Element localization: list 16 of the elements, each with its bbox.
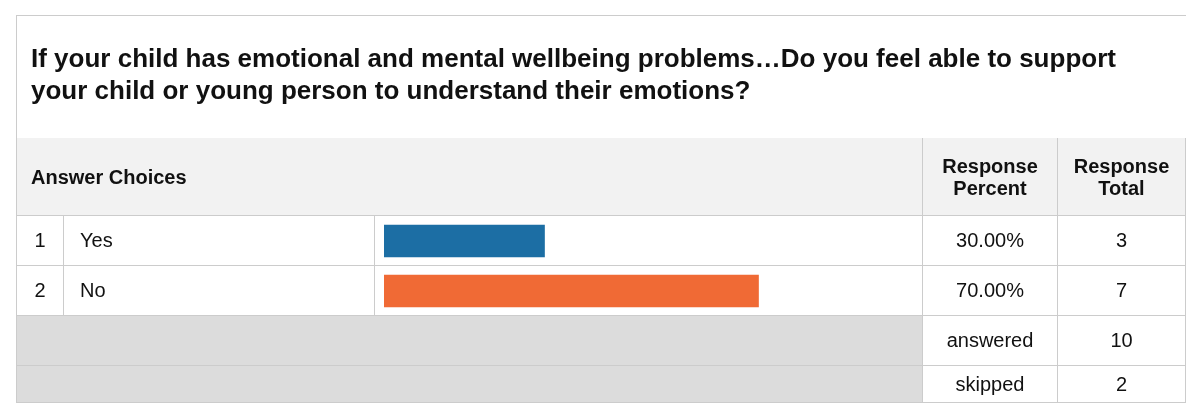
text: skipped xyxy=(923,366,1058,403)
text: 7 xyxy=(1058,266,1186,316)
text: Response Total xyxy=(1058,138,1186,216)
data-label: 30.00% xyxy=(923,216,1058,266)
y-tick-label: No xyxy=(64,266,375,316)
data-label: 70.00% xyxy=(923,266,1058,316)
text: 3 xyxy=(1058,216,1186,266)
y-tick-label: Yes xyxy=(64,216,375,266)
text: 2 xyxy=(17,266,64,316)
text: 2 xyxy=(1058,366,1186,403)
text: 10 xyxy=(1058,316,1186,366)
chart-title: If your child has emotional and mental wellbeing problems…Do you feel able to support your child or young person to understand their emotions? xyxy=(31,42,1117,106)
text: Response Percent xyxy=(923,138,1058,216)
text: 1 xyxy=(17,216,64,266)
text: answered xyxy=(923,316,1058,366)
text: Answer Choices xyxy=(17,138,923,216)
